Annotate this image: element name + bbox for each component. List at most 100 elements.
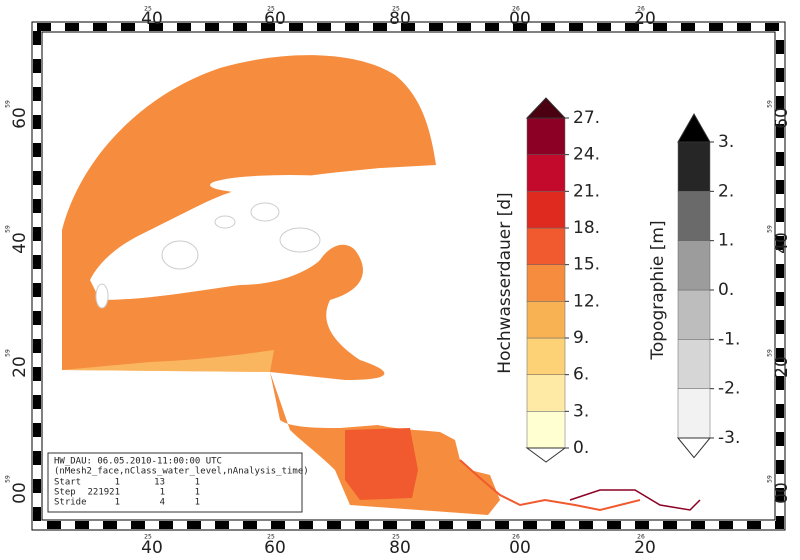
- info-line: (nMesh2_face,nClass_water_level,nAnalysi…: [54, 467, 309, 477]
- colorbar-segment: [677, 191, 711, 241]
- lon-minor-label: 25: [267, 6, 275, 13]
- lon-label: 60: [264, 538, 286, 558]
- colorbar-segment: [677, 240, 711, 291]
- lat-minor-label: 59: [767, 475, 774, 483]
- lon-label: 60: [264, 9, 286, 29]
- info-cell: Stride: [54, 498, 87, 508]
- lat-label: 40: [772, 232, 792, 254]
- colorbar-label: 0.: [573, 438, 589, 458]
- frame-band: [31, 21, 786, 531]
- lon-minor-label: 26: [637, 6, 645, 13]
- colorbar-segment: [526, 301, 566, 339]
- info-line: HW_DAU: 06.05.2010-11:00:00 UTC: [54, 457, 222, 467]
- island: [161, 240, 199, 270]
- lat-minor-label: 59: [767, 225, 774, 233]
- colorbar-segment: [677, 339, 711, 389]
- info-cell: 1: [115, 498, 120, 508]
- colorbar-segment: [526, 411, 566, 449]
- colorbar-under: [525, 447, 567, 463]
- colorbar-label: 3.: [718, 132, 734, 152]
- colorbar-title: Hochwasserdauer [d]: [495, 192, 515, 373]
- colorbar-label: 9.: [573, 328, 589, 348]
- info-cell: Step: [54, 488, 76, 498]
- info-cell: 4: [160, 498, 165, 508]
- colorbar-label: -2.: [718, 379, 740, 399]
- island: [279, 227, 321, 253]
- lat-label: 20: [772, 356, 792, 378]
- colorbar-label: 2.: [718, 181, 734, 201]
- lat-label: 00: [772, 482, 792, 504]
- island: [210, 175, 370, 195]
- info-cell: 1: [195, 488, 200, 498]
- lat-label: 60: [772, 107, 792, 129]
- lat-label: 00: [10, 482, 30, 504]
- lon-label: 40: [141, 9, 163, 29]
- info-cell: 1: [115, 478, 120, 488]
- lat-minor-label: 59: [5, 475, 12, 483]
- lon-label: 00: [509, 9, 531, 29]
- tidal-flat: [62, 350, 274, 372]
- lon-minor-label: 26: [637, 534, 645, 541]
- lon-minor-label: 25: [392, 6, 400, 13]
- info-cell: 221921: [87, 488, 120, 498]
- colorbar-label: 21.: [573, 181, 600, 201]
- lat-label: 20: [10, 356, 30, 378]
- info-cell: Start: [54, 478, 81, 488]
- colorbar-label: 12.: [573, 291, 600, 311]
- map-frame: [31, 21, 786, 531]
- colorbar-segment: [526, 154, 566, 192]
- colorbar-label: -3.: [718, 428, 740, 448]
- frame-inner: [41, 31, 776, 521]
- info-cell: 1: [195, 498, 200, 508]
- info-cell: 1: [195, 478, 200, 488]
- lon-minor-label: 25: [144, 534, 152, 541]
- info-box: [47, 452, 303, 513]
- colorbar-title: Topographie [m]: [648, 220, 668, 360]
- lon-minor-label: 25: [144, 6, 152, 13]
- lon-minor-label: 25: [267, 534, 275, 541]
- colorbar-label: 0.: [718, 280, 734, 300]
- colorbar-segment: [526, 117, 566, 155]
- lon-label: 20: [634, 538, 656, 558]
- colorbar-under: [676, 437, 712, 459]
- colorbar-label: 27.: [573, 108, 600, 128]
- map-area: [62, 55, 701, 515]
- colorbar-segment: [526, 191, 566, 229]
- river-branches: [569, 489, 701, 511]
- lon-minor-label: 25: [392, 534, 400, 541]
- frame-labels: 2540254025602560258025802600260026202620…: [5, 6, 793, 559]
- info-text: HW_DAU: 06.05.2010-11:00:00 UTC(nMesh2_f…: [54, 457, 309, 508]
- lon-label: 40: [141, 538, 163, 558]
- colorbar-segment: [677, 388, 711, 439]
- lon-minor-label: 26: [512, 534, 520, 541]
- frame-checker: [33, 23, 784, 529]
- island: [214, 215, 236, 229]
- colorbar-over: [677, 112, 711, 143]
- lon-label: 20: [634, 9, 656, 29]
- harbor-basin: [345, 428, 418, 500]
- island: [250, 202, 280, 222]
- lat-label: 40: [10, 232, 30, 254]
- river: [459, 459, 641, 512]
- colorbar-label: 18.: [573, 218, 600, 238]
- lon-label: 80: [389, 538, 411, 558]
- colorbars: 0. 3. 6. 9. 12. 15. 18. 21. 24. 27. Hochwasserdaue…: [495, 97, 740, 463]
- lat-minor-label: 59: [767, 100, 774, 108]
- lat-label: 60: [10, 107, 30, 129]
- info-cell: 1: [160, 488, 165, 498]
- colorbar-label: -1.: [718, 329, 740, 349]
- colorbar-label: 3.: [573, 401, 589, 421]
- colorbar-segment: [677, 141, 711, 192]
- lat-minor-label: 59: [767, 349, 774, 357]
- colorbar-label: 6.: [573, 365, 589, 385]
- lat-minor-label: 59: [5, 349, 12, 357]
- water-area: [62, 55, 500, 515]
- info-cell: 13: [154, 478, 165, 488]
- colorbar-segment: [677, 289, 711, 340]
- colorbar-segment: [526, 227, 566, 265]
- colorbar-label: 24.: [573, 145, 600, 165]
- colorbar-segment: [526, 374, 566, 412]
- colorbar-segment: [526, 264, 566, 302]
- lon-label: 00: [509, 538, 531, 558]
